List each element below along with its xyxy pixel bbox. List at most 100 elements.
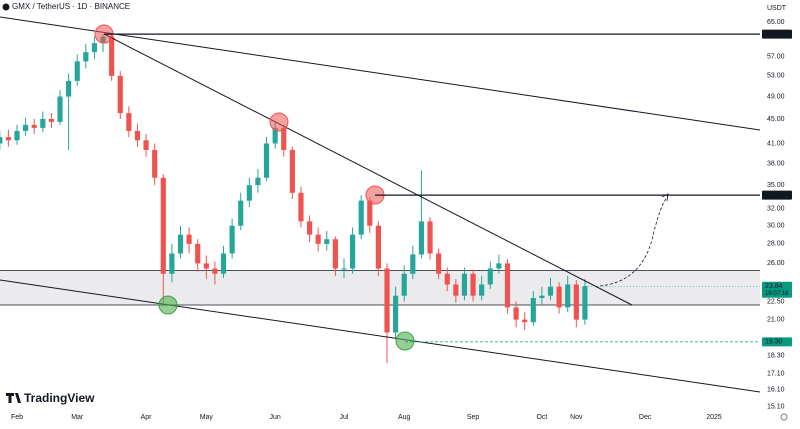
candle-body (57, 96, 63, 122)
candle-body (220, 253, 227, 274)
y-tick-label: 53.00 (767, 73, 785, 80)
candle-body (565, 284, 571, 308)
price-label-box (762, 190, 792, 200)
candle-body (418, 221, 425, 255)
low-marker (395, 331, 415, 351)
candle-body (513, 307, 519, 320)
candle-body (195, 243, 201, 264)
candle-body (332, 239, 338, 269)
candle-body (212, 268, 218, 274)
candle-body (436, 253, 442, 274)
candle-body (177, 234, 184, 254)
price-label-box (762, 29, 792, 39)
x-tick-label: 2025 (706, 414, 722, 421)
symbol-icon (2, 3, 10, 11)
candle-body (547, 286, 554, 296)
price-label: 62.10 (765, 31, 783, 38)
candle-body (229, 225, 235, 254)
candle-body (573, 284, 579, 320)
settings-icon[interactable] (780, 413, 788, 421)
x-tick-label: Jun (269, 414, 280, 421)
y-tick-label: 32.00 (767, 206, 785, 213)
candle-body (427, 221, 433, 254)
projection-arrow (661, 193, 669, 202)
candle-body (203, 263, 209, 269)
price-label-box (762, 337, 792, 347)
candle-body (289, 149, 295, 193)
candle-body (272, 127, 278, 144)
zone-layer (0, 270, 760, 306)
candle-body (134, 130, 141, 141)
time-axis (0, 410, 760, 424)
candle-body (453, 284, 459, 296)
x-tick-label: Apr (141, 414, 153, 421)
candle-body (238, 200, 244, 226)
projection (599, 195, 669, 287)
brand-logo (6, 393, 21, 403)
candle-body (401, 273, 407, 296)
candle-body (393, 295, 399, 333)
candle-body (384, 268, 390, 333)
y-tick-label: 38.00 (767, 160, 785, 167)
y-tick-label: 57.00 (767, 54, 785, 61)
candle-body (367, 200, 373, 226)
candle-body (358, 200, 364, 235)
y-tick-label: 65.00 (767, 19, 785, 26)
candle-body (504, 263, 511, 308)
candle-body (74, 61, 80, 81)
candle-layer (0, 34, 588, 364)
candle-body (160, 177, 166, 274)
y-tick-label: 28.00 (767, 241, 785, 248)
candle-body (23, 124, 29, 131)
candle-body (496, 263, 502, 269)
brand: TradingView (24, 391, 95, 405)
x-tick-label: Nov (570, 414, 583, 421)
price-label-box (762, 281, 792, 298)
candle-body (14, 130, 20, 141)
candle-body (522, 319, 528, 323)
candle-body (126, 113, 132, 131)
candle-body (470, 273, 476, 296)
candle-body (315, 234, 321, 244)
y-tick-label: 17.10 (767, 371, 785, 378)
candle-body (255, 177, 261, 186)
y-tick-label: 45.00 (767, 116, 785, 123)
candle-body (341, 268, 347, 270)
candle-body (375, 225, 381, 269)
x-tick-label: Sep (467, 414, 480, 421)
x-tick-label: Feb (11, 414, 23, 421)
candle-body (461, 273, 468, 296)
candle-body (298, 192, 304, 222)
x-tick-label: Jul (340, 414, 349, 421)
y-tick-label: 21.00 (767, 316, 785, 323)
candle-body (152, 149, 158, 178)
low-marker (158, 295, 178, 315)
candle-body (306, 221, 313, 235)
x-tick-label: May (200, 414, 214, 421)
price-label: 33.70 (765, 192, 783, 199)
candle-body (83, 52, 89, 62)
candle-body (530, 297, 536, 323)
trendline (0, 279, 761, 393)
y-tick-label: 49.00 (767, 93, 785, 100)
x-tick-label: Oct (536, 414, 547, 421)
candle-body (117, 75, 123, 114)
y-tick-label: 35.00 (767, 182, 785, 189)
candle-body (48, 118, 55, 122)
peak-marker (269, 112, 289, 132)
candle-body (143, 140, 149, 150)
candle-body (40, 118, 46, 128)
candle-body (556, 286, 562, 308)
candle-body (169, 253, 175, 274)
y-tick-label: 41.00 (767, 140, 785, 147)
candle-body (539, 295, 545, 298)
candle-body (186, 234, 192, 244)
price-label: 19.30 (765, 339, 783, 346)
chart-title: GMX / TetherUS · 1D · BINANCE (12, 2, 130, 11)
x-tick-label: Dec (639, 414, 652, 421)
drawings (0, 16, 761, 393)
y-tick-label: 22.50 (767, 298, 785, 305)
candle-body (31, 124, 37, 128)
